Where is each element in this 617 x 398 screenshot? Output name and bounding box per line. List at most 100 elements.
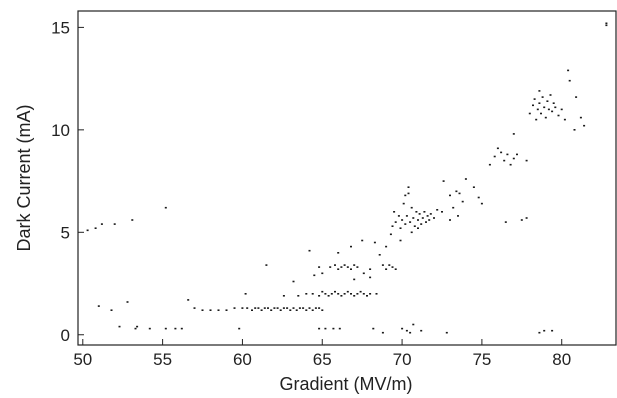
data-point — [552, 102, 555, 104]
data-point — [378, 254, 381, 256]
data-point — [318, 295, 321, 297]
data-point — [525, 159, 528, 162]
data-point — [536, 108, 539, 111]
data-point — [327, 295, 330, 297]
data-point — [113, 223, 116, 225]
data-point — [496, 147, 499, 150]
data-point — [251, 309, 253, 311]
data-point — [457, 215, 459, 217]
data-point — [480, 202, 483, 205]
data-point — [187, 299, 190, 301]
x-tick-label: 65 — [313, 350, 332, 369]
data-point — [563, 118, 566, 121]
data-point — [445, 331, 448, 334]
data-point — [449, 219, 451, 221]
data-point — [583, 124, 586, 127]
data-point — [381, 331, 384, 334]
data-point — [346, 266, 349, 268]
data-point — [568, 79, 571, 82]
data-point — [512, 157, 515, 160]
data-point — [372, 327, 375, 330]
data-point — [549, 94, 552, 96]
data-point — [410, 206, 413, 209]
data-point — [547, 108, 550, 111]
data-point — [148, 327, 151, 330]
data-point — [461, 200, 464, 203]
data-point — [321, 309, 324, 311]
data-point — [533, 98, 536, 100]
data-point — [412, 323, 415, 326]
data-point — [500, 151, 503, 154]
data-point — [330, 293, 333, 295]
data-point — [381, 264, 384, 266]
y-tick-label: 10 — [51, 121, 70, 140]
data-point — [402, 202, 405, 205]
data-point — [136, 325, 139, 328]
data-point — [493, 155, 496, 158]
data-point — [394, 268, 397, 270]
data-point — [425, 221, 427, 223]
x-tick-label: 50 — [73, 350, 92, 369]
data-point — [535, 118, 538, 121]
data-point — [282, 295, 285, 297]
data-point — [324, 327, 327, 330]
data-point — [605, 22, 608, 25]
data-point — [270, 309, 273, 311]
data-point — [560, 108, 563, 111]
x-axis-title: Gradient (MV/m) — [279, 374, 412, 394]
data-point — [289, 309, 292, 311]
data-point — [504, 221, 507, 223]
data-point — [415, 211, 418, 213]
data-point — [94, 227, 97, 229]
data-point — [353, 264, 356, 266]
data-point — [350, 268, 352, 270]
data-point — [399, 239, 402, 242]
data-point — [343, 264, 346, 266]
data-point — [279, 309, 282, 311]
data-point — [506, 153, 509, 156]
data-point — [100, 223, 103, 225]
data-point — [174, 327, 177, 330]
x-tick-label: 55 — [153, 350, 172, 369]
data-point — [567, 69, 570, 72]
data-point — [126, 301, 129, 303]
data-point — [423, 211, 426, 213]
data-point — [420, 329, 423, 332]
data-point — [404, 194, 407, 197]
data-point — [366, 295, 368, 297]
data-point — [164, 327, 167, 330]
data-point — [399, 227, 402, 229]
data-point — [464, 178, 467, 180]
data-point — [420, 223, 423, 225]
data-point — [397, 215, 400, 217]
data-point — [509, 163, 512, 166]
data-points — [86, 22, 608, 334]
data-point — [343, 293, 346, 295]
y-tick-label: 15 — [51, 18, 70, 37]
data-point — [321, 272, 324, 275]
x-tick-label: 75 — [472, 350, 491, 369]
data-point — [433, 217, 435, 219]
data-point — [391, 225, 394, 227]
data-point — [417, 219, 419, 221]
data-point — [311, 309, 314, 311]
data-point — [217, 309, 220, 311]
data-point — [543, 106, 546, 109]
data-point — [353, 278, 356, 281]
data-point — [512, 133, 515, 135]
data-point — [318, 327, 321, 330]
data-point — [329, 266, 332, 268]
data-point — [407, 186, 410, 188]
data-point — [225, 309, 228, 311]
data-point — [340, 295, 343, 297]
data-point — [361, 239, 364, 242]
data-point — [118, 325, 121, 328]
data-point — [267, 307, 269, 309]
data-point — [458, 192, 461, 195]
data-point — [209, 309, 212, 311]
data-point — [356, 266, 359, 268]
data-point — [164, 206, 167, 209]
data-point — [353, 295, 356, 297]
data-point — [405, 329, 408, 332]
